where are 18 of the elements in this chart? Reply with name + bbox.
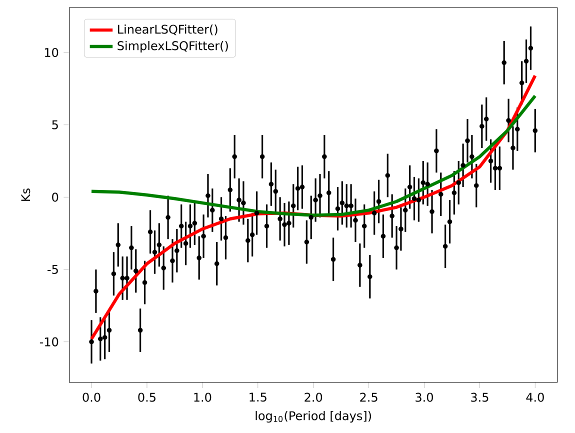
x-tick-label: 1.0 xyxy=(194,392,212,402)
legend-label: LinearLSQFitter() xyxy=(118,24,218,36)
y-tick-label: -5 xyxy=(48,265,58,274)
x-tick-label: 2.5 xyxy=(360,392,378,402)
x-tick-label: 4.0 xyxy=(526,392,544,402)
y-tick-label: 5 xyxy=(52,120,58,130)
x-tick-label: 2.0 xyxy=(304,392,322,402)
y-axis-title: Ks xyxy=(21,188,30,201)
x-tick-label: 3.0 xyxy=(416,392,433,402)
y-tick-label: 10 xyxy=(44,48,58,58)
x-axis-title: log$_{10}$(Period [days]) xyxy=(256,410,372,423)
x-tick-label: 3.5 xyxy=(471,392,488,402)
x-tick-label: 1.5 xyxy=(250,392,266,402)
x-tick-label: 0.5 xyxy=(138,392,156,402)
y-tick-label: 0 xyxy=(52,192,58,202)
y-tick-label: -10 xyxy=(40,337,58,346)
legend-label: SimplexLSQFitter() xyxy=(118,40,228,53)
x-tick-label: 0.0 xyxy=(82,392,100,402)
